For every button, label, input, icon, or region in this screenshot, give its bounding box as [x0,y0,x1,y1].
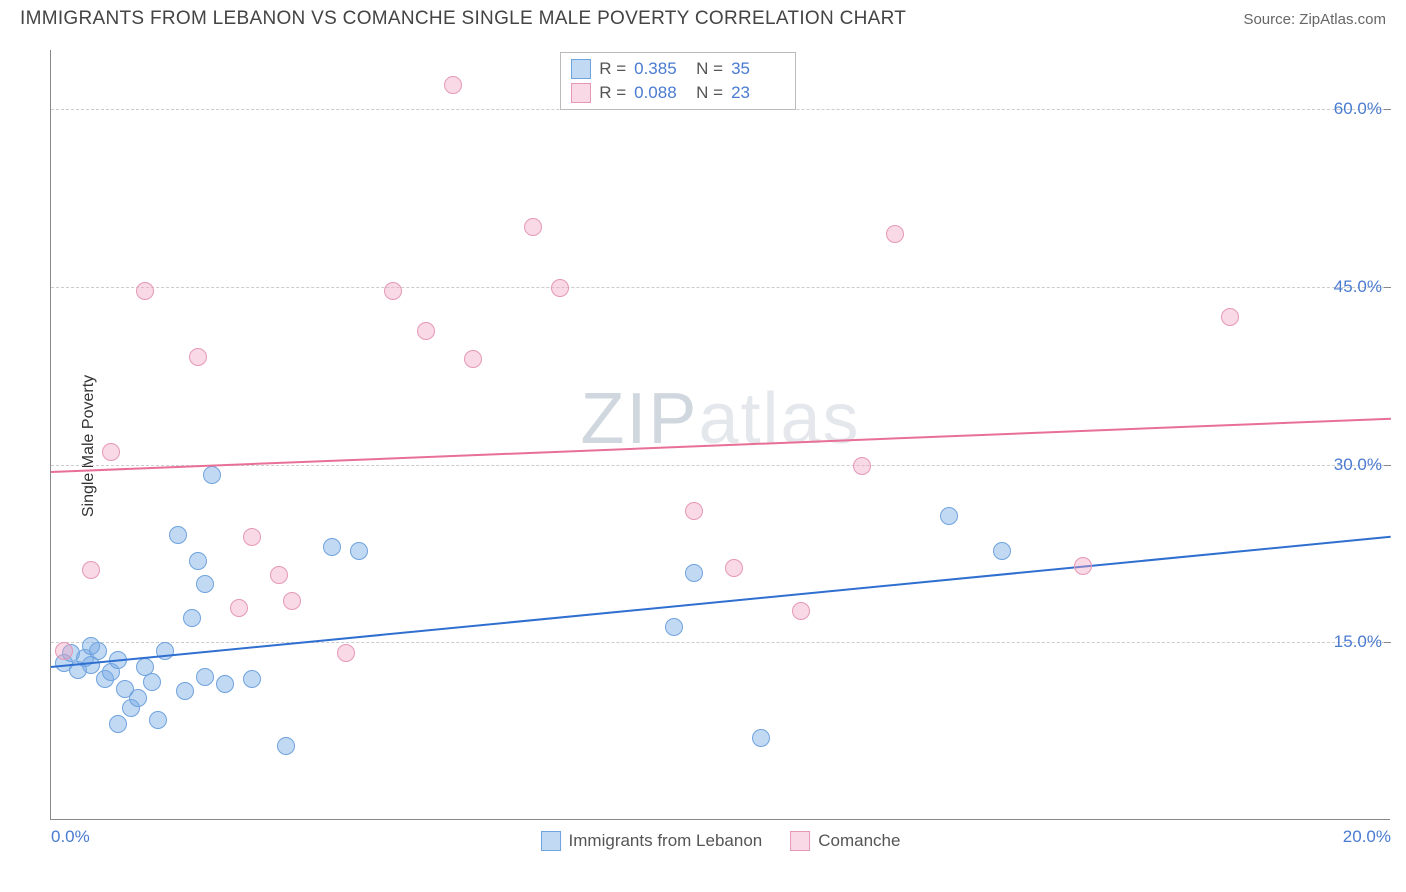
data-point [685,564,703,582]
data-point [665,618,683,636]
legend-r-label: R = [599,59,626,79]
data-point [169,526,187,544]
data-point [176,682,194,700]
data-point [940,507,958,525]
data-point [725,559,743,577]
data-point [417,322,435,340]
legend-series-name: Comanche [818,831,900,851]
data-point [109,715,127,733]
legend-n-label: N = [696,59,723,79]
legend-swatch [790,831,810,851]
legend-series-name: Immigrants from Lebanon [569,831,763,851]
data-point [216,675,234,693]
legend-swatch [571,83,591,103]
y-tick-mark [1384,642,1391,643]
data-point [792,602,810,620]
data-point [136,282,154,300]
series-legend: Immigrants from Lebanon Comanche [541,831,901,851]
gridline [51,287,1390,288]
y-tick-label: 15.0% [1334,632,1382,652]
gridline [51,642,1390,643]
chart-title: IMMIGRANTS FROM LEBANON VS COMANCHE SING… [20,8,906,30]
data-point [196,575,214,593]
watermark-atlas: atlas [698,379,860,459]
data-point [203,466,221,484]
data-point [350,542,368,560]
data-point [464,350,482,368]
data-point [993,542,1011,560]
y-tick-mark [1384,109,1391,110]
data-point [143,673,161,691]
data-point [384,282,402,300]
data-point [55,642,73,660]
x-tick-label: 0.0% [51,827,90,847]
legend-swatch [571,59,591,79]
legend-row: R = 0.088 N = 23 [571,81,785,105]
legend-row: R = 0.385 N = 35 [571,57,785,81]
legend-r-label: R = [599,83,626,103]
data-point [82,637,100,655]
legend-r-value: 0.385 [634,59,688,79]
data-point [551,279,569,297]
data-point [82,561,100,579]
data-point [886,225,904,243]
legend-swatch [541,831,561,851]
y-tick-mark [1384,465,1391,466]
data-point [853,457,871,475]
y-tick-label: 45.0% [1334,277,1382,297]
y-tick-label: 30.0% [1334,455,1382,475]
data-point [323,538,341,556]
y-tick-label: 60.0% [1334,99,1382,119]
header: IMMIGRANTS FROM LEBANON VS COMANCHE SING… [0,0,1406,34]
data-point [149,711,167,729]
data-point [189,348,207,366]
data-point [685,502,703,520]
data-point [277,737,295,755]
legend-item: Immigrants from Lebanon [541,831,763,851]
data-point [243,528,261,546]
data-point [270,566,288,584]
data-point [129,689,147,707]
legend-n-label: N = [696,83,723,103]
source-attribution: Source: ZipAtlas.com [1243,11,1386,28]
data-point [752,729,770,747]
y-tick-mark [1384,287,1391,288]
legend-n-value: 35 [731,59,785,79]
data-point [189,552,207,570]
data-point [230,599,248,617]
data-point [524,218,542,236]
data-point [337,644,355,662]
data-point [1074,557,1092,575]
correlation-legend: R = 0.385 N = 35 R = 0.088 N = 23 [560,52,796,110]
data-point [183,609,201,627]
data-point [243,670,261,688]
data-point [1221,308,1239,326]
scatter-chart: ZIPatlas 15.0%30.0%45.0%60.0%0.0%20.0%R … [50,50,1390,820]
data-point [102,443,120,461]
legend-item: Comanche [790,831,900,851]
data-point [196,668,214,686]
trend-line [51,536,1391,668]
legend-n-value: 23 [731,83,785,103]
data-point [283,592,301,610]
data-point [444,76,462,94]
legend-r-value: 0.088 [634,83,688,103]
x-tick-label: 20.0% [1343,827,1391,847]
